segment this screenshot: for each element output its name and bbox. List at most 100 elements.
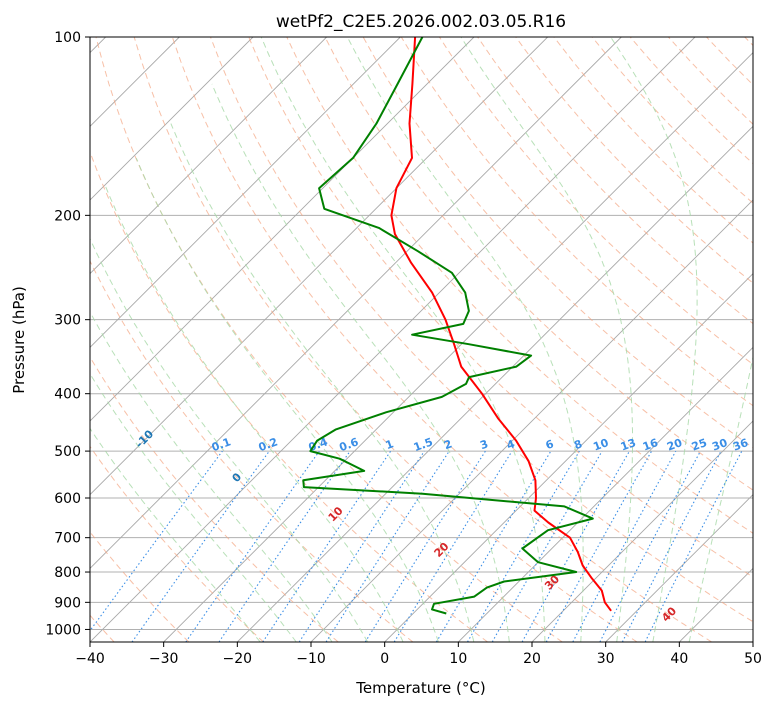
moist-adiabat-line [211, 83, 510, 642]
y-tick-label: 300 [54, 313, 81, 329]
moist-adiabat-line [90, 237, 369, 642]
isotherm-line [90, 37, 327, 275]
mixing-ratio-label: 1 [384, 437, 396, 452]
dry-adiabat-line [286, 37, 753, 534]
mixing-ratio-line [131, 450, 270, 642]
isotherm-line [237, 125, 753, 642]
mixing-ratio-label: 30 [710, 436, 729, 454]
mixing-ratio-label: 2 [442, 437, 454, 452]
mixing-ratio-line [521, 450, 630, 642]
mixing-ratio-label: 1.5 [412, 435, 435, 454]
mixing-ratio-line [262, 450, 392, 642]
mixing-ratio-label: 4 [505, 437, 517, 452]
y-tick-label: 900 [54, 595, 81, 611]
moist-adiabat-line [90, 310, 333, 642]
x-tick-label: 50 [744, 651, 762, 667]
temperature-profile-line [390, 37, 612, 612]
x-tick-label: −30 [149, 651, 179, 667]
y-tick-label: 400 [54, 387, 81, 403]
sounding-profiles [302, 37, 612, 615]
mixing-ratio-line [185, 450, 320, 642]
y-axis-label: Pressure (hPa) [10, 286, 28, 394]
moist-adiabat-line [688, 355, 753, 642]
y-tick-label: 700 [54, 531, 81, 547]
moist-adiabat-line [104, 185, 404, 642]
mixing-ratio-line [572, 450, 677, 642]
y-tick-label: 800 [54, 565, 81, 581]
mixing-ratio-label: 0.2 [257, 435, 280, 454]
y-tick-label: 200 [54, 208, 81, 224]
dry-adiabat-line [515, 37, 753, 284]
moist-adiabat-line [460, 37, 633, 642]
moist-adiabat-lines [90, 37, 753, 642]
isotherm-line [90, 37, 401, 348]
mixing-ratio-label: 6 [544, 437, 556, 452]
isotherm-line [605, 494, 753, 642]
dry-adiabat-line [171, 37, 712, 642]
y-tick-label: 600 [54, 491, 81, 507]
mixing-ratio-label: 13 [619, 436, 638, 453]
pressure-gridlines [90, 37, 753, 630]
x-tick-label: 0 [380, 651, 389, 667]
x-tick-label: −10 [296, 651, 326, 667]
mixing-ratio-label: 0.6 [338, 435, 361, 454]
mixing-ratio-label: 20 [665, 436, 684, 454]
moist-adiabat-line [610, 37, 698, 642]
moist-adiabat-line [346, 37, 584, 642]
chart-title: wetPf2_C2E5.2026.002.03.05.R16 [276, 12, 566, 32]
y-tick-label: 500 [54, 444, 81, 460]
isotherm-line [90, 37, 622, 569]
moist-adiabat-line [135, 157, 439, 642]
mixing-ratio-label: 8 [572, 437, 584, 452]
dry-adiabat-line [90, 259, 414, 642]
dry-adiabat-line [133, 37, 638, 642]
x-tick-label: 40 [670, 651, 688, 667]
plot-area: 0.10.20.40.611.52346810131620253036-100-… [90, 37, 753, 642]
y-tick-label: 1000 [45, 622, 81, 638]
isotherm-line [90, 37, 475, 422]
isotherm-lines [90, 37, 753, 642]
y-axis-ticks: 100 200 300 400 500 600 700 800 900 1000 [45, 30, 90, 638]
mixing-ratio-label: 36 [731, 436, 750, 454]
mixing-ratio-line [545, 450, 653, 642]
mixing-ratio-lines [90, 450, 743, 642]
mixing-ratio-line [218, 450, 351, 642]
moist-adiabat-line [90, 372, 297, 642]
dry-adiabat-line [324, 37, 753, 491]
dry-adiabat-line [90, 445, 264, 642]
moist-adiabat-line [260, 37, 546, 642]
dry-adiabat-line [210, 37, 753, 623]
mixing-ratio-line [325, 450, 450, 642]
isotherm-line [90, 37, 548, 496]
dewpoint-profile-line [302, 37, 594, 615]
plot-frame [89, 36, 754, 643]
mixing-ratio-label: 3 [478, 437, 490, 452]
moist-adiabat-line [170, 123, 475, 642]
mixing-ratio-label: 10 [591, 436, 610, 454]
reference-line-labels: 0.10.20.40.611.52346810131620253036-100-… [133, 427, 750, 624]
dry-adiabat-line [90, 356, 339, 642]
x-axis-ticks: −40 −30 −20 −10 0 10 20 30 40 50 [75, 642, 762, 667]
x-tick-label: 10 [449, 651, 467, 667]
mixing-ratio-label: 25 [690, 436, 709, 453]
moist-adiabat-line [90, 427, 261, 642]
dry-adiabat-lines [90, 37, 753, 642]
isotherm-line [90, 37, 696, 642]
isotherm-line [531, 420, 753, 642]
isotherm-line [90, 37, 254, 201]
y-tick-label: 100 [54, 30, 81, 46]
mixing-ratio-label: 16 [641, 436, 660, 454]
mixing-ratio-line [393, 450, 513, 642]
x-tick-label: −40 [75, 651, 105, 667]
dry-adiabat-line [248, 37, 753, 578]
mixing-ratio-line [298, 450, 425, 642]
x-tick-label: 20 [523, 651, 541, 667]
mixing-ratio-line [90, 450, 223, 632]
mixing-ratio-label: 0.1 [210, 435, 233, 454]
isotherm-line [384, 273, 753, 642]
x-axis-label: Temperature (°C) [355, 679, 485, 697]
x-tick-label: 30 [597, 651, 615, 667]
isotherm-line [458, 346, 753, 642]
